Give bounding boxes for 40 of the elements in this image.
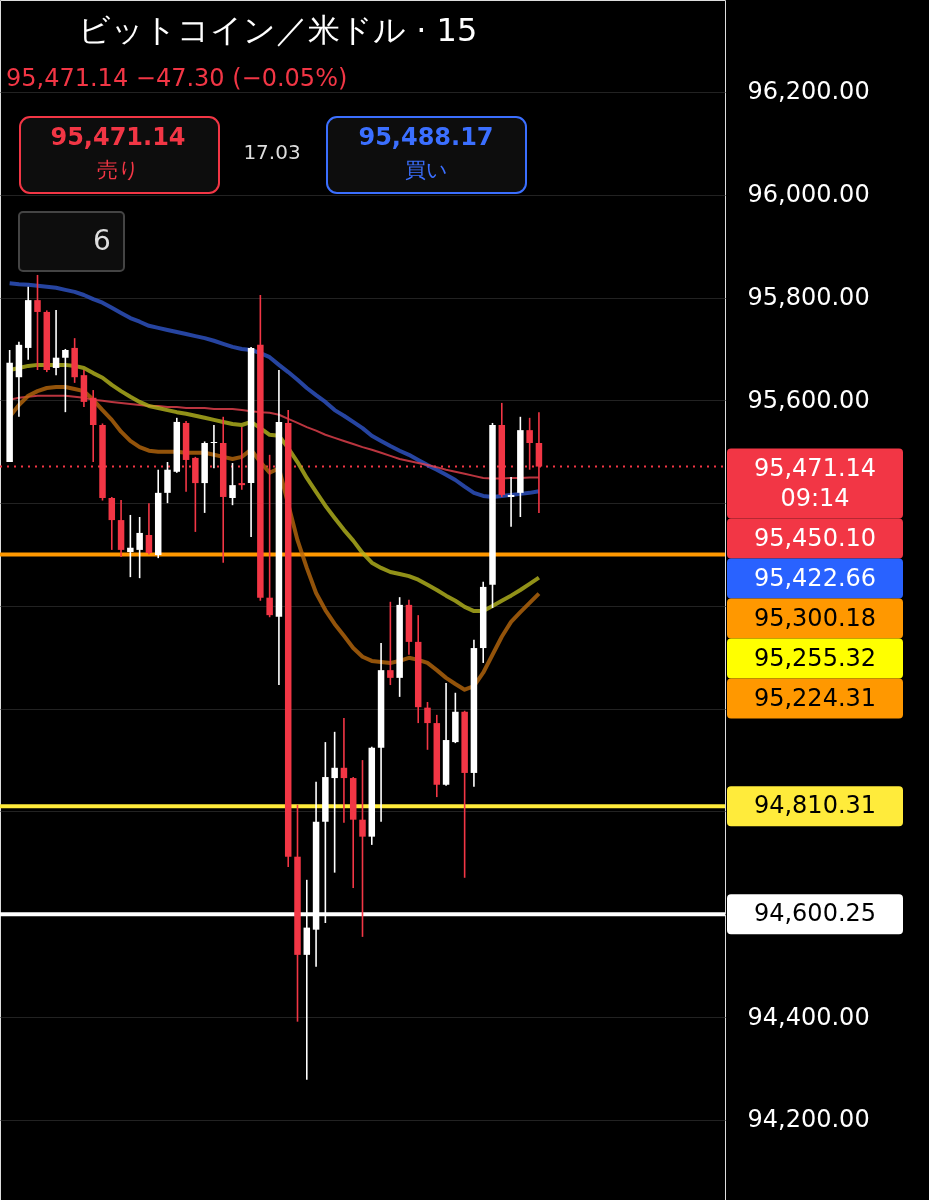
annotation: 6 xyxy=(93,224,111,257)
candlestick xyxy=(34,274,41,371)
ref-line-label: 94,810.31 xyxy=(753,791,877,820)
candlestick xyxy=(164,461,171,504)
ref-line-label: 95,471.14 xyxy=(753,453,877,482)
annotation: 95,488.17 xyxy=(358,123,494,151)
y-tick-label: 94,200.00 xyxy=(747,1105,870,1134)
candlestick xyxy=(507,476,515,528)
candlestick xyxy=(52,309,60,376)
candlestick xyxy=(387,601,394,686)
line-series xyxy=(7,281,541,499)
candlestick xyxy=(331,731,338,874)
text: 95,422.66 xyxy=(753,563,877,592)
candlestick xyxy=(340,717,348,824)
y-tick-label: 95,600.00 xyxy=(747,385,870,414)
annotation: 買い xyxy=(404,158,448,182)
text: 09:14 xyxy=(780,483,850,512)
ref-line-label: 95,300.18 xyxy=(753,603,877,632)
candlestick xyxy=(62,348,69,413)
text: 95,471.14 −47.30 (−0.05%) xyxy=(6,64,348,92)
candlestick xyxy=(229,462,236,506)
ref-line-label: 94,600.25 xyxy=(753,899,877,928)
y-tick-label: 95,800.00 xyxy=(747,283,870,312)
chart-title: ビットコイン／米ドル · 15 xyxy=(78,11,478,49)
candlestick xyxy=(127,514,134,578)
annotation: 95,471.14 xyxy=(50,123,186,151)
candlestick xyxy=(108,496,116,551)
y-tick-label: 96,200.00 xyxy=(747,77,870,106)
annotation: 17.03 xyxy=(243,140,301,164)
candlestick xyxy=(359,759,366,938)
y-tick-label: 94,400.00 xyxy=(747,1002,870,1031)
text: 95,255.32 xyxy=(753,643,877,672)
y-tick-label: 96,000.00 xyxy=(747,180,870,209)
text: 95,224.31 xyxy=(753,683,877,712)
candlestick xyxy=(424,701,431,751)
candlestick xyxy=(145,502,153,556)
text: 95,450.10 xyxy=(753,523,877,552)
candlestick xyxy=(526,417,533,471)
candlestick xyxy=(136,516,143,579)
annotation: 売り xyxy=(96,158,140,182)
